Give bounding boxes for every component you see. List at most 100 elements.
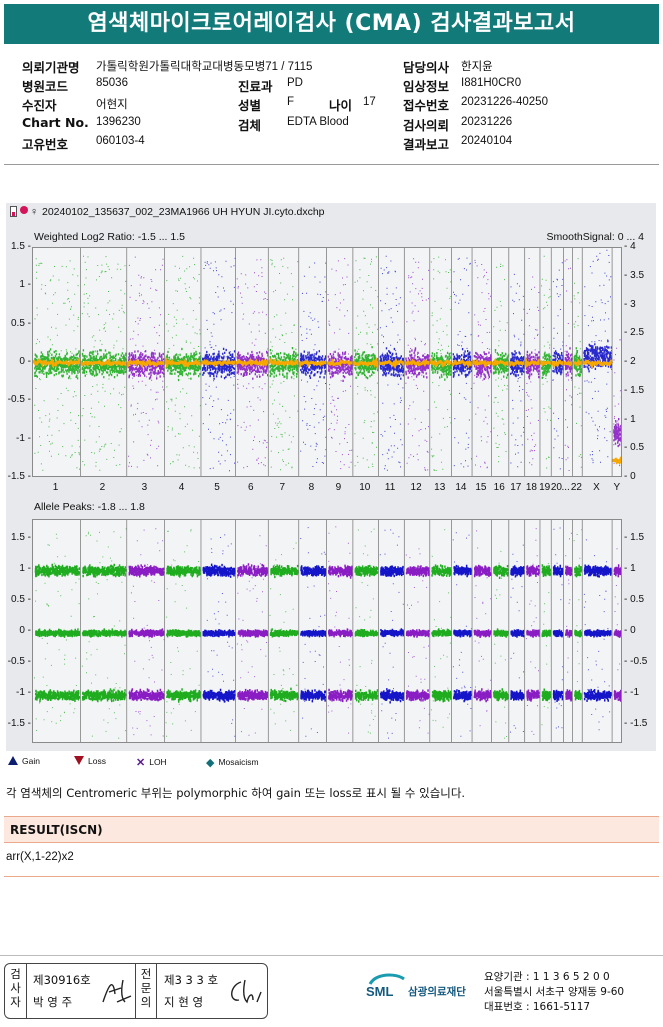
chr-21-series xyxy=(562,259,574,471)
allele-right-tick: - -0.5 xyxy=(624,656,648,668)
allele-right-tick: - 1.5 xyxy=(624,531,645,543)
allele-chr-16-series xyxy=(492,550,509,739)
info-value-hospital-code: 85036 xyxy=(96,77,128,89)
allele-chr-15-peak-0 xyxy=(473,564,492,578)
allele-chr-16-peak-0 xyxy=(493,564,509,579)
allele-chr-11-peak-0 xyxy=(380,565,405,578)
allele-chr-21-scatter xyxy=(565,532,572,673)
chr-8-series xyxy=(297,262,327,467)
allele-chr-6-peak-0 xyxy=(237,563,269,577)
chr-13-band xyxy=(431,351,452,381)
chr-19-smooth-signal xyxy=(538,359,553,367)
allele-chr-14-peak-1 xyxy=(453,629,472,638)
allele-chr-10-peak-2 xyxy=(354,689,379,703)
legend-gain: Gain xyxy=(8,756,40,766)
info-value-age: 17 xyxy=(363,96,376,108)
info-label-clinical: 임상정보 xyxy=(403,79,450,94)
sample-marker-icon xyxy=(20,206,28,214)
info-value-receipt-no: 20231226-40250 xyxy=(461,96,548,108)
allele-chr-9-series xyxy=(327,526,353,734)
patient-info: 의뢰기관명 가톨릭학원가톨릭대학교대병동모병71 / 7115 병원코드 850… xyxy=(0,54,663,154)
chr-9-band xyxy=(327,350,353,382)
chromosome-label: 19 xyxy=(539,482,551,493)
info-value-report-date: 20240104 xyxy=(461,135,513,147)
allele-chr-14-series xyxy=(452,532,473,737)
allele-chr-4-peak-2 xyxy=(166,688,201,703)
org-logo: SML 삼광의료재단 xyxy=(364,971,484,1007)
info-value-clinical: I881H0CR0 xyxy=(461,77,522,89)
allele-chr-19-peak-0 xyxy=(541,564,551,577)
chr-22-smooth-signal xyxy=(572,358,584,368)
examiner-license: 제30916호 xyxy=(33,973,91,987)
chr-1-series xyxy=(33,258,82,471)
allele-chr-7-peak-1 xyxy=(269,628,299,638)
allele-chr-7-peak-2 xyxy=(269,687,299,703)
chr-19-series xyxy=(538,255,553,469)
allele-chr-Y-peak-1 xyxy=(613,629,621,638)
ticks1L-tick: 0.5 - xyxy=(10,317,31,329)
org-code: 요양기관 : 1 1 3 6 5 2 0 0 xyxy=(484,971,610,983)
allele-chr-15-peak-2 xyxy=(473,688,492,703)
allele-left-tick: 1 - xyxy=(19,562,31,574)
chr-5-series xyxy=(199,257,237,472)
female-icon: ♀ xyxy=(30,206,39,218)
chromosome-label: 4 xyxy=(178,482,185,493)
chr-3-smooth-signal xyxy=(125,358,166,369)
ticks1L-tick: 1 - xyxy=(19,279,31,291)
allele-chr-15-peak-1 xyxy=(473,629,492,638)
chromosome-label: 1 xyxy=(52,482,59,493)
sample-file-icon xyxy=(10,206,17,217)
chr-Y-band xyxy=(613,418,621,448)
allele-chr-10-series xyxy=(354,528,379,734)
ticks1L-tick: -1 - xyxy=(16,432,31,444)
chr-22-series xyxy=(572,258,584,468)
allele-chr-15-series xyxy=(473,530,492,727)
allele-chr-19-peak-1 xyxy=(541,629,552,638)
result-divider xyxy=(4,876,659,877)
footer-divider xyxy=(0,955,663,956)
allele-chr-11-peak-1 xyxy=(380,628,405,638)
chromosome-label: 15 xyxy=(475,482,487,493)
ticks1R-tick: - 1 xyxy=(624,413,636,425)
centromeric-note: 각 염색체의 Centromeric 부위는 polymorphic 하여 ga… xyxy=(6,786,466,800)
chr-20-smooth-signal xyxy=(551,359,565,369)
allele-chr-4-peak-1 xyxy=(166,629,201,638)
allele-right-tick: - -1 xyxy=(624,687,639,699)
allele-chr-X-peak-2 xyxy=(583,688,612,702)
ticks1R-tick: - 2 xyxy=(624,356,636,367)
chr-18-series xyxy=(523,258,542,466)
chr-8-smooth-signal xyxy=(297,359,327,369)
chromosome-label: 22 xyxy=(570,482,582,493)
chr-15-smooth-signal xyxy=(470,359,493,369)
allele-chr-21-peak-2 xyxy=(565,689,573,702)
chr-9-smooth-signal xyxy=(325,358,354,367)
allele-left-tick: -0.5 - xyxy=(7,656,31,668)
allele-chr-20-peak-1 xyxy=(552,629,564,638)
info-label-specimen: 검체 xyxy=(238,118,262,133)
chr-10-smooth-signal xyxy=(351,357,380,370)
allele-chr-10-peak-1 xyxy=(354,628,379,638)
allele-chr-12-series xyxy=(405,548,430,734)
allele-chr-7-series xyxy=(269,542,299,731)
chr-7-series xyxy=(267,257,301,471)
allele-chr-22-scatter xyxy=(573,529,583,683)
allele-chr-20-peak-2 xyxy=(552,689,564,702)
allele-chr-17-peak-1 xyxy=(510,629,525,638)
chr-14-smooth-signal xyxy=(451,359,474,369)
examiner-name: 박 영 주 xyxy=(33,995,73,1009)
legend-mosaicism: ◆ Mosaicism xyxy=(206,757,259,769)
chr-10-series xyxy=(351,256,380,468)
allele-chr-2-peak-2 xyxy=(82,688,127,703)
ticks1R-tick: - 4 xyxy=(624,241,636,252)
chromosome-label: 9 xyxy=(335,482,342,493)
triangle-down-icon xyxy=(74,756,84,765)
chr-6-band xyxy=(236,350,269,380)
chr-17-band xyxy=(510,350,526,378)
allele-chr-17-series xyxy=(510,544,525,733)
info-value-request-date: 20231226 xyxy=(461,116,513,128)
allele-chr-1-peak-0 xyxy=(34,563,81,578)
allele-chr-21-series xyxy=(565,532,573,702)
chr-1-smooth-signal xyxy=(33,356,82,368)
info-label-sex: 성별 xyxy=(238,98,262,113)
